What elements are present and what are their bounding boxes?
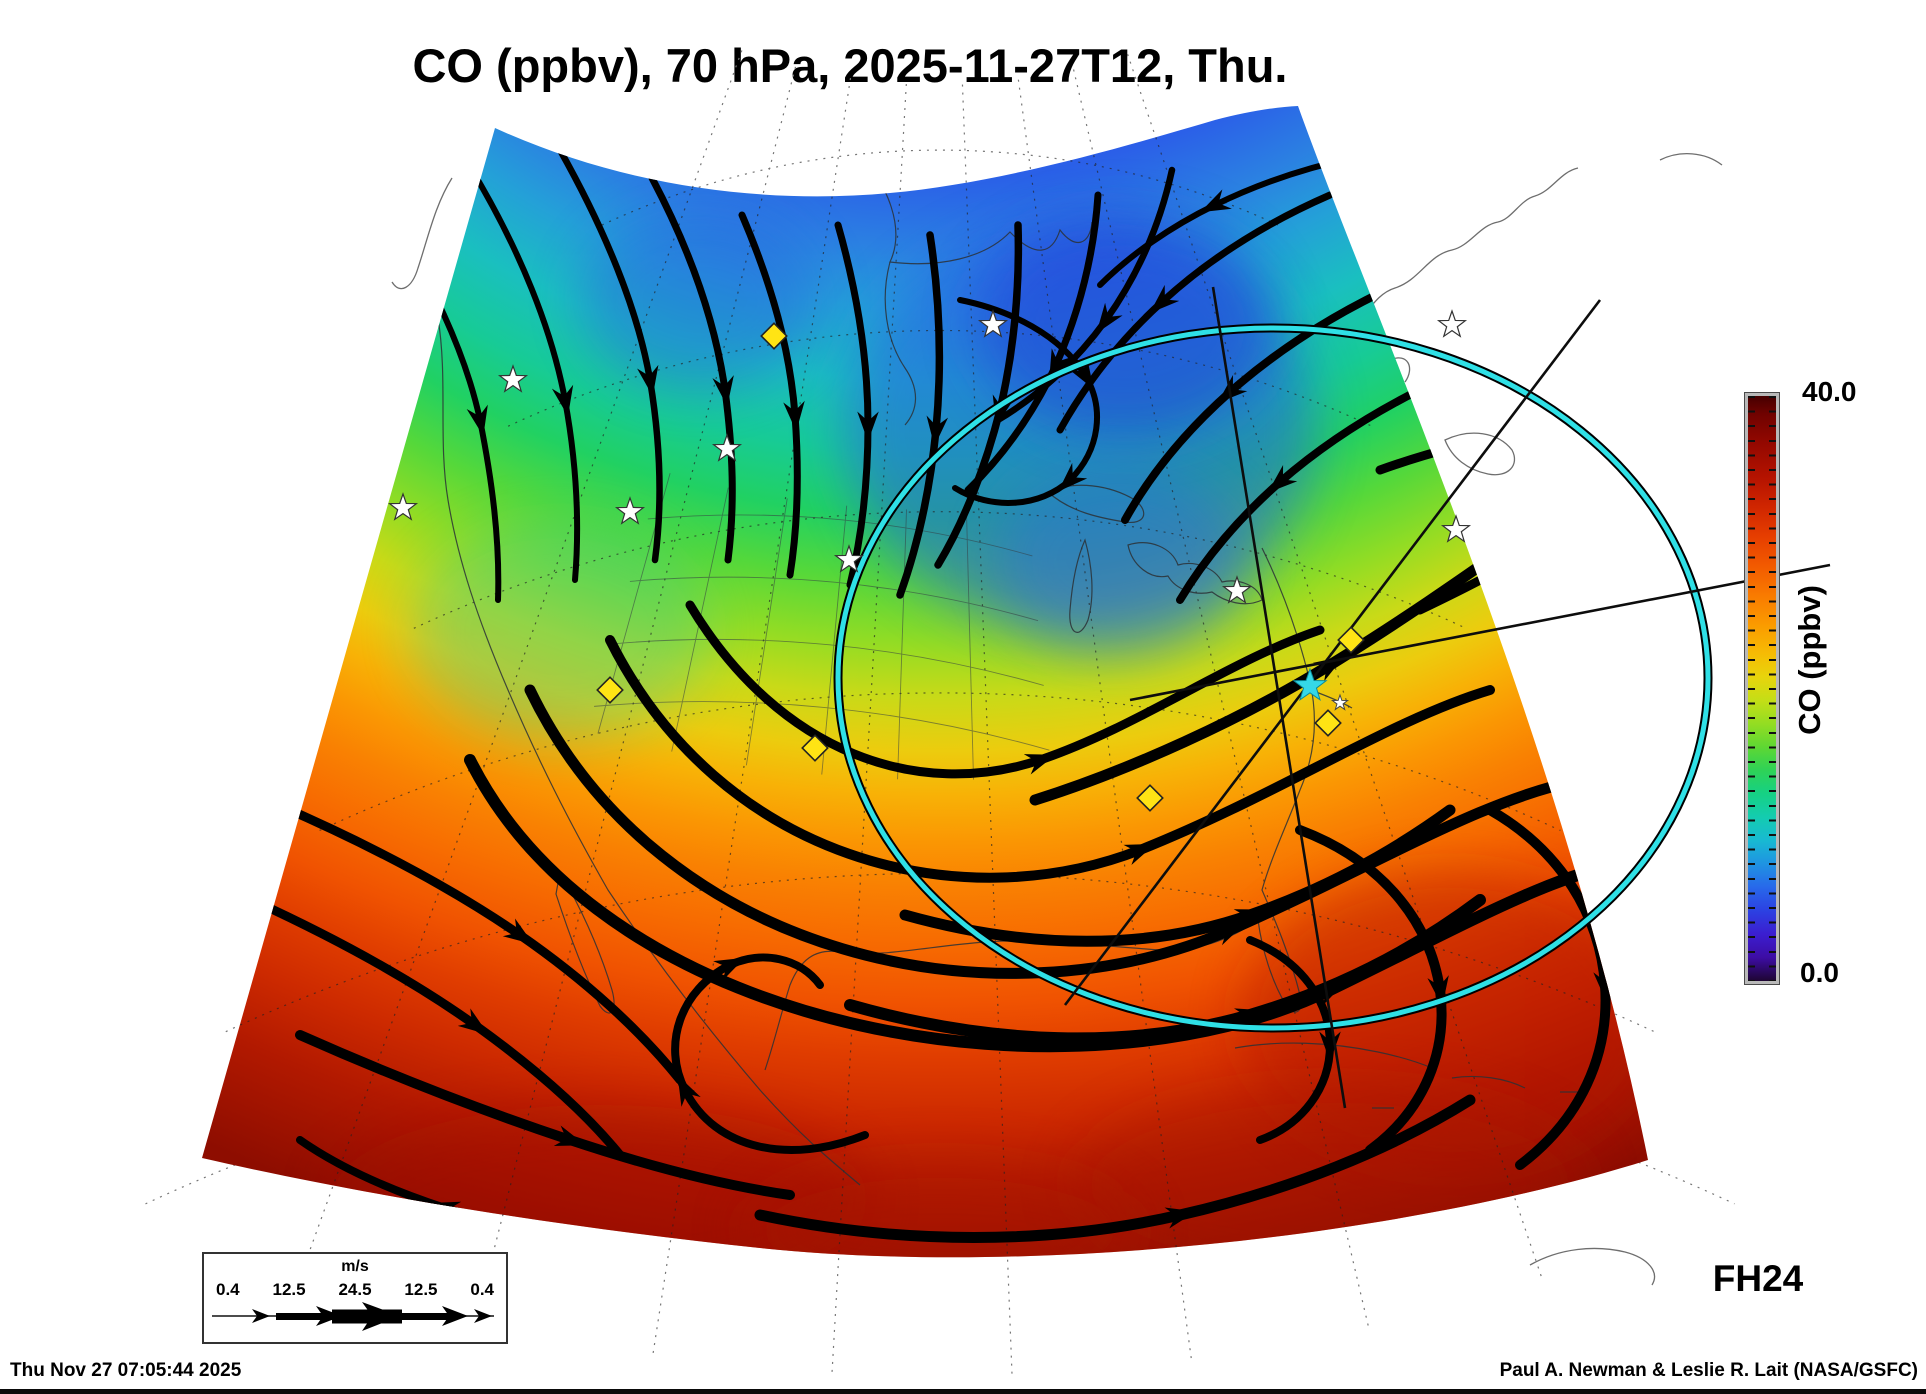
wind-legend-value: 24.5	[338, 1280, 372, 1299]
bottom-border-bar	[0, 1389, 1926, 1394]
forecast-hour-label: FH24	[1712, 1258, 1804, 1299]
wind-legend-value: 12.5	[404, 1280, 438, 1299]
wind-legend-value: 12.5	[272, 1280, 306, 1299]
page-title: CO (ppbv), 70 hPa, 2025-11-27T12, Thu.	[412, 39, 1288, 92]
colorbar	[1745, 393, 1779, 984]
wind-legend-values: 0.4 12.5 24.5 12.5 0.4	[204, 1280, 506, 1300]
wind-legend-value: 0.4	[216, 1280, 240, 1299]
colorbar-axis-label: CO (ppbv)	[1792, 585, 1827, 735]
wind-speed-legend: m/s 0.4 12.5 24.5 12.5 0.4	[202, 1252, 508, 1344]
colorbar-max-label: 40.0	[1802, 376, 1857, 407]
generated-timestamp: Thu Nov 27 07:05:44 2025	[10, 1360, 242, 1381]
wind-legend-value: 0.4	[470, 1280, 494, 1299]
wind-legend-unit: m/s	[341, 1258, 369, 1275]
credit-text: Paul A. Newman & Leslie R. Lait (NASA/GS…	[1499, 1360, 1918, 1381]
wind-legend-arrows	[212, 1302, 494, 1331]
colorbar-ticks-left	[1748, 396, 1755, 981]
colorbar-ticks-right	[1769, 396, 1776, 981]
colorbar-min-label: 0.0	[1800, 957, 1839, 988]
